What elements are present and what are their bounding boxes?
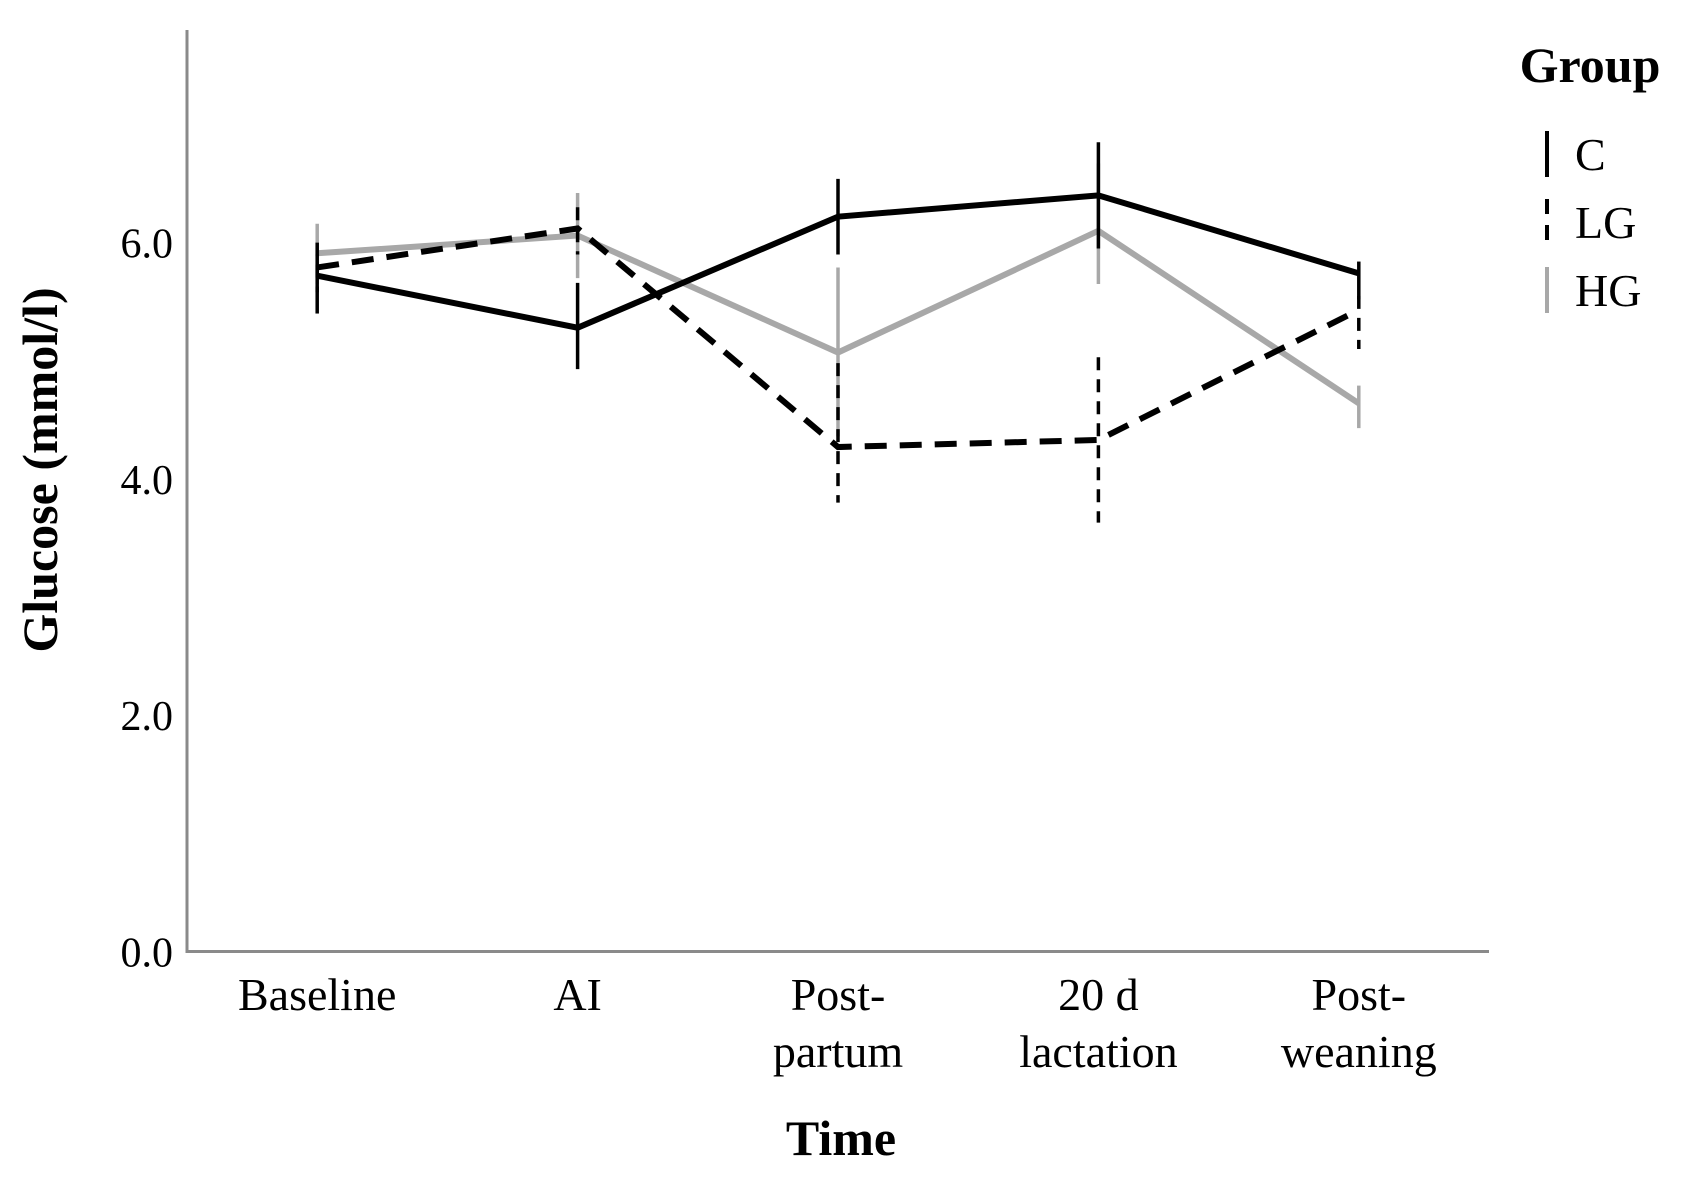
x-category-label: 20 d xyxy=(1058,969,1139,1020)
x-category-label: partum xyxy=(773,1026,904,1077)
y-tick-label: 6.0 xyxy=(121,222,174,268)
x-category-label: Post- xyxy=(791,969,886,1020)
y-axis-title: Glucose (mmol/l) xyxy=(12,287,68,652)
x-axis-title: Time xyxy=(786,1110,896,1166)
x-category-label: weaning xyxy=(1281,1026,1437,1077)
y-tick-label: 2.0 xyxy=(121,694,174,740)
x-category-label: lactation xyxy=(1019,1026,1177,1077)
series-line-C xyxy=(316,192,1360,331)
y-tick-label: 0.0 xyxy=(121,931,174,977)
x-category-label: Baseline xyxy=(238,969,396,1020)
series-line-LG xyxy=(316,225,1361,451)
legend-title: Group xyxy=(1520,37,1661,93)
legend-label-LG: LG xyxy=(1575,197,1636,248)
y-tick-label: 4.0 xyxy=(121,458,174,504)
legend-label-HG: HG xyxy=(1575,265,1641,316)
legend-label-C: C xyxy=(1575,129,1606,180)
x-category-label: Post- xyxy=(1312,969,1407,1020)
x-category-label: AI xyxy=(553,969,602,1020)
